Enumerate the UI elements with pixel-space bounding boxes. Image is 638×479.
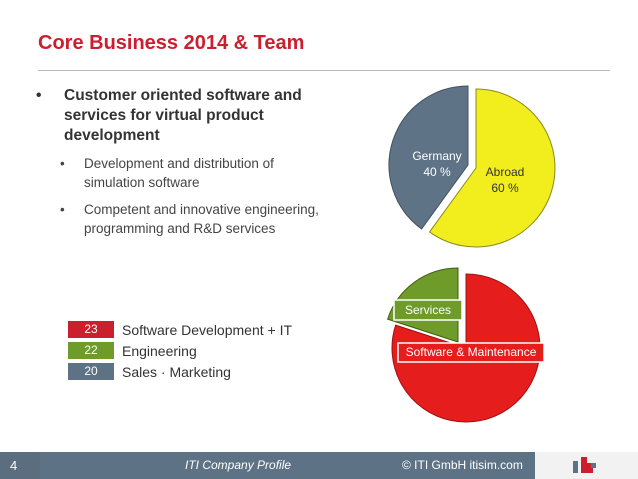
bullet-sub-2-text: Competent and innovative engineering, pr… <box>84 202 319 236</box>
bullet-sub-1: • Development and distribution of simula… <box>36 154 336 192</box>
pie-label-software-maintenance: Software & Maintenance <box>397 342 545 363</box>
pie-label-services-box <box>393 299 463 321</box>
pie-label-abroad-text: Abroad <box>486 165 525 179</box>
pie-slice-abroad <box>428 88 556 248</box>
pie-label-software-maintenance-text: Software & Maintenance <box>406 345 537 359</box>
legend-row: 23 Software Development + IT <box>68 320 292 339</box>
pie-label-abroad-text: 60 % <box>491 181 519 195</box>
legend-label: Sales · Marketing <box>122 363 231 380</box>
legend-row: 20 Sales · Marketing <box>68 362 292 381</box>
legend-row: 22 Engineering <box>68 341 292 360</box>
bullet-dot: • <box>36 87 42 104</box>
bullet-main-text: Customer oriented software and services … <box>64 87 302 144</box>
footer-profile: ITI Company Profile <box>185 458 292 472</box>
footer-logo-area <box>535 452 638 479</box>
pie-label-abroad: Abroad 60 % <box>486 165 525 195</box>
pie-label-germany: Germany 40 % <box>412 149 461 179</box>
legend-count-badge: 20 <box>68 363 114 380</box>
team-legend: 23 Software Development + IT 22 Engineer… <box>68 320 292 383</box>
legend-label: Engineering <box>122 342 197 359</box>
pie-label-germany-text: Germany <box>412 149 461 163</box>
legend-count-badge: 22 <box>68 342 114 359</box>
bullet-sub-1-text: Development and distribution of simulati… <box>84 156 274 190</box>
footer-bar: 4 ITI Company Profile © ITI GmbH itisim.… <box>0 452 638 479</box>
title-divider <box>38 70 610 71</box>
bullet-sub-2: • Competent and innovative engineering, … <box>36 200 336 238</box>
bullet-dot: • <box>60 202 65 217</box>
slide-title: Core Business 2014 & Team <box>38 32 305 54</box>
pie-slice-germany <box>388 85 469 230</box>
footer-middle: ITI Company Profile © ITI GmbH itisim.co… <box>40 452 535 479</box>
footer-copyright: © ITI GmbH itisim.com <box>402 458 523 472</box>
pie-label-germany-text: 40 % <box>423 165 451 179</box>
pie-label-services: Services <box>393 299 463 321</box>
pie-label-services-text: Services <box>405 303 451 317</box>
legend-count-badge: 23 <box>68 321 114 338</box>
pie-label-software-maintenance-box <box>397 342 545 363</box>
legend-label: Software Development + IT <box>122 321 293 338</box>
iti-logo-icon <box>573 457 596 473</box>
bullet-list: • Customer oriented software and service… <box>36 86 336 238</box>
bullet-main: • Customer oriented software and service… <box>36 86 336 146</box>
page-number: 4 <box>0 452 40 479</box>
bullet-dot: • <box>60 156 65 171</box>
